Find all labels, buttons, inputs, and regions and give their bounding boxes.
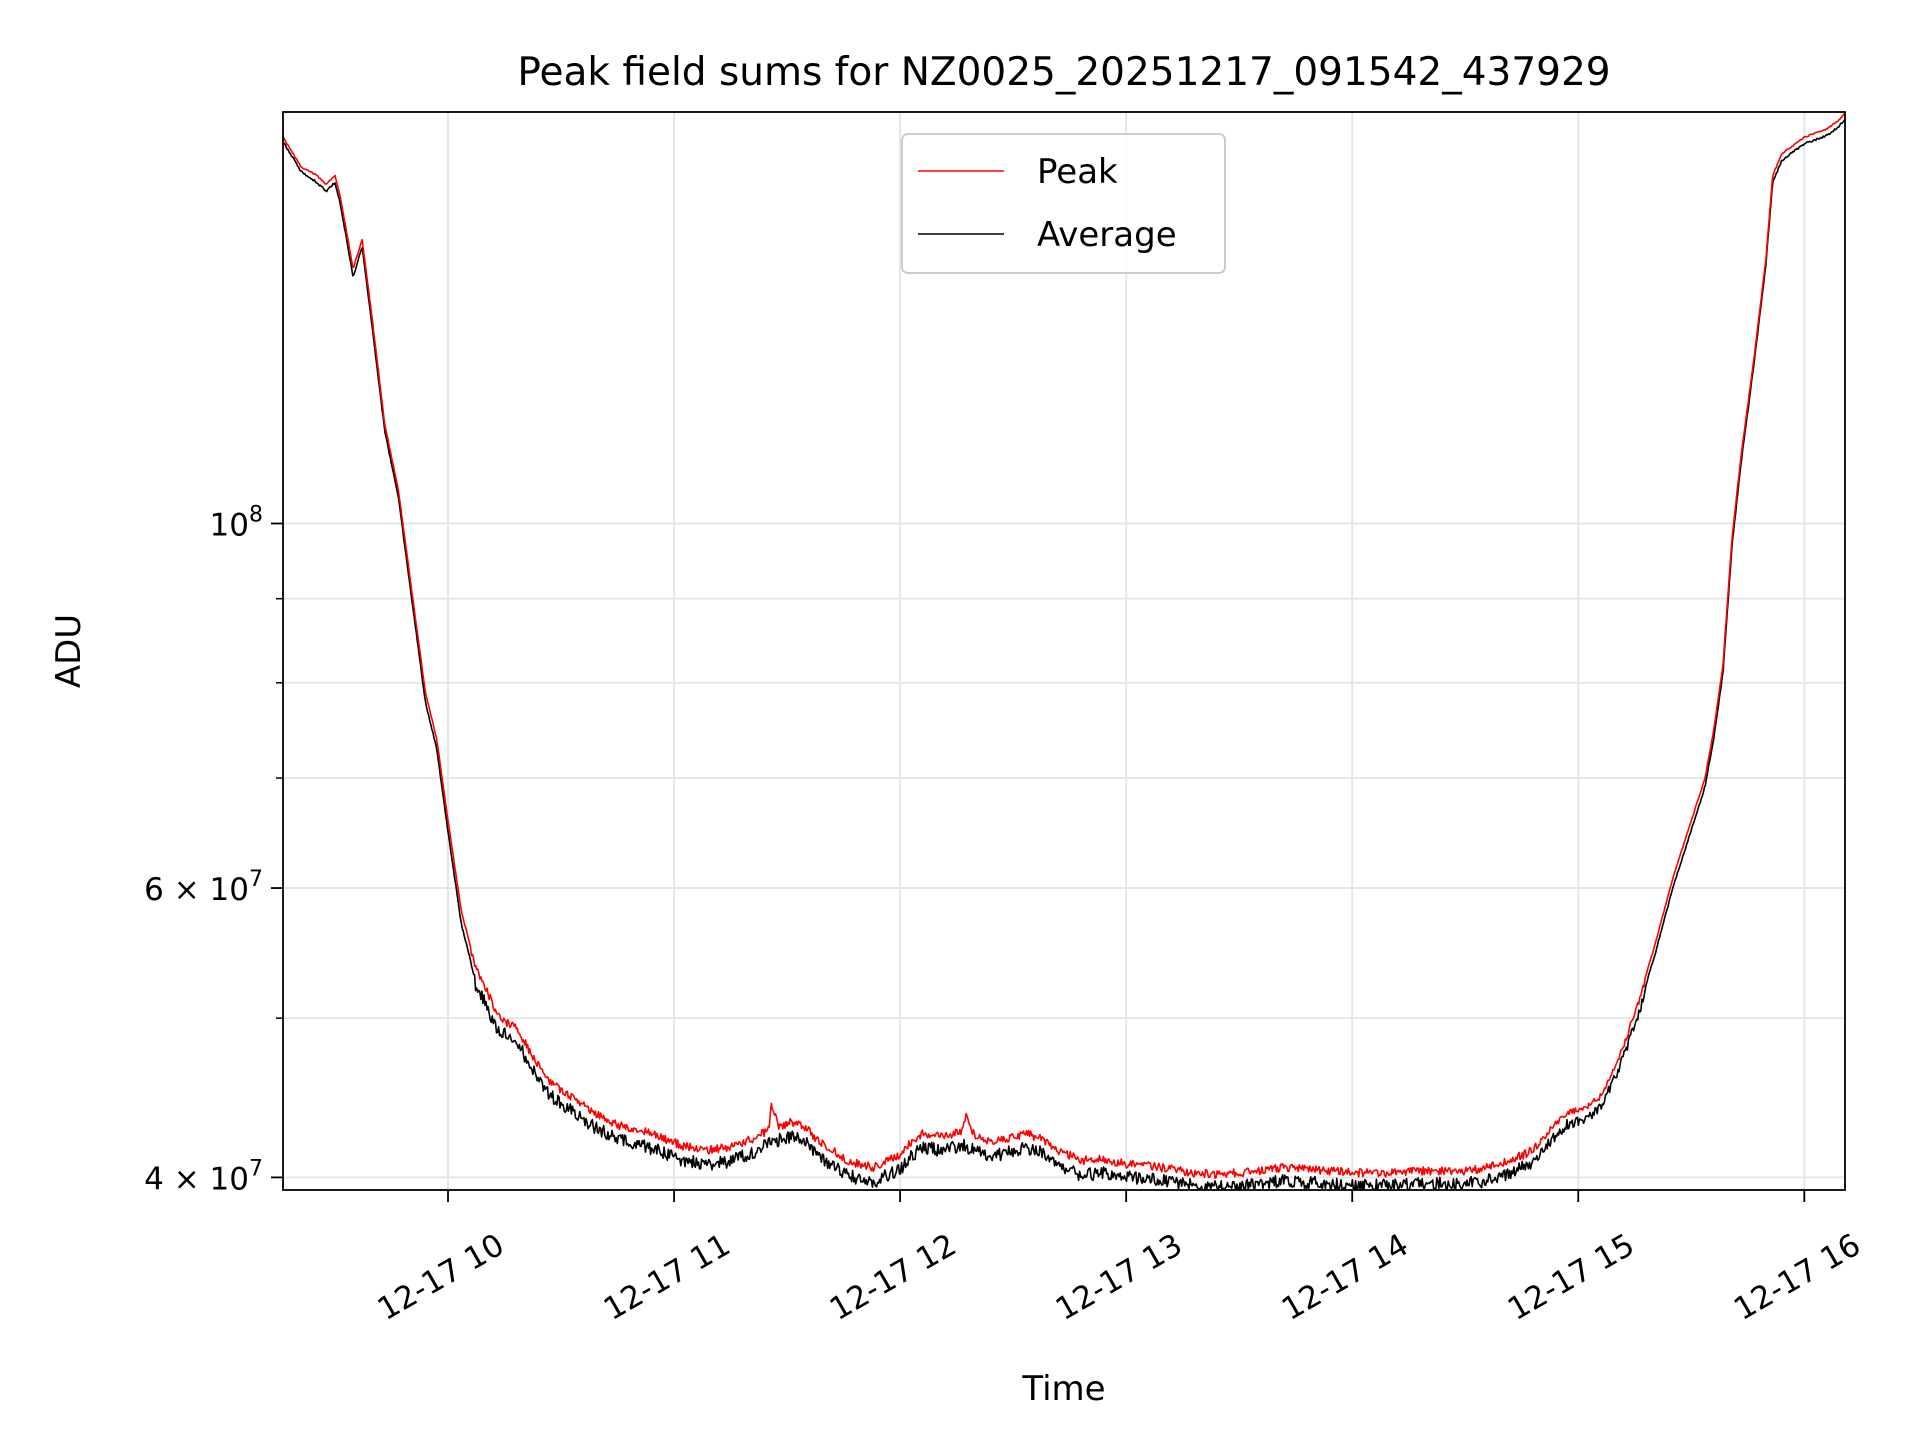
plot-area	[283, 112, 1845, 1190]
legend-box	[901, 133, 1226, 274]
grid	[283, 112, 1845, 1190]
x-axis-label: Time	[1021, 1369, 1105, 1409]
legend: Peak Average	[901, 133, 1226, 274]
series-line-average	[283, 112, 1845, 1179]
legend-label-peak: Peak	[1037, 152, 1118, 192]
chart-title: Peak field sums for NZ0025_20251217_0915…	[517, 50, 1610, 95]
y-axis-label: ADU	[49, 614, 89, 688]
legend-label-average: Average	[1037, 215, 1177, 255]
series-line-peak	[283, 118, 1845, 1190]
series-layer	[283, 112, 1845, 1190]
y-tick-label: 108	[210, 502, 263, 543]
plot-frame	[282, 111, 1846, 1191]
y-tick-label: 4 × 107	[144, 1156, 263, 1197]
y-axis-ticks: 4 × 107 6 × 107 108	[144, 502, 283, 1197]
y-tick-label: 6 × 107	[144, 867, 263, 908]
